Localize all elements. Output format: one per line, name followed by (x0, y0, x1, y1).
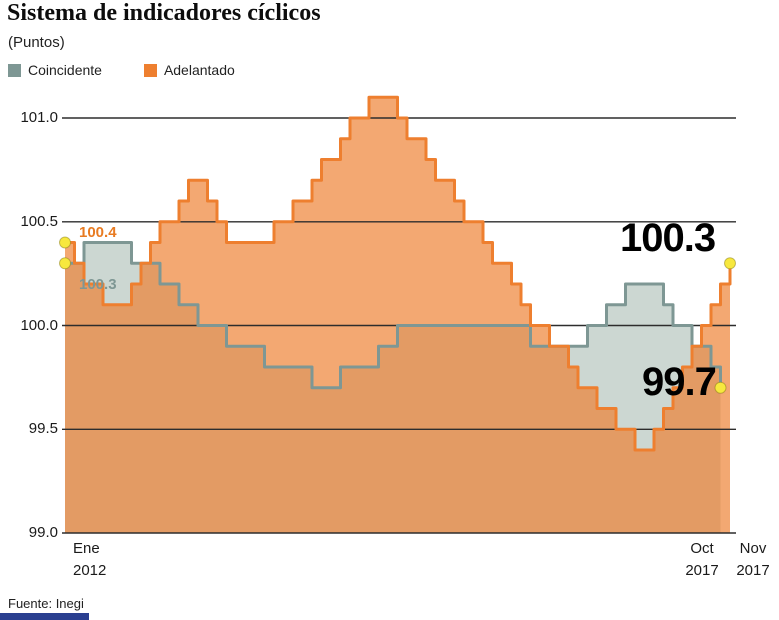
footer-brand-bar (0, 613, 89, 620)
x-label-year: 2017 (685, 562, 719, 579)
y-tick-99: 99.0 (28, 524, 58, 541)
y-tick-100: 100.0 (20, 317, 58, 334)
x-label-month: Nov (739, 540, 767, 557)
y-tick-99-5: 99.5 (28, 420, 58, 437)
legend-label-coincidente: Coincidente (28, 62, 102, 78)
y-tick-101: 101.0 (20, 109, 58, 126)
adelantado-line (65, 95, 732, 452)
endpoint-marker (59, 257, 71, 270)
x-label-oct-2017: Oct 2017 (678, 538, 726, 582)
annotation-start-coincidente: 100.3 (79, 276, 117, 293)
y-tick-100-5: 100.5 (20, 213, 58, 230)
source-credit: Fuente: Inegi (8, 596, 84, 611)
coincidente-swatch-icon (8, 63, 21, 77)
chart-subtitle: (Puntos) (8, 34, 65, 51)
legend-label-adelantado: Adelantado (163, 62, 235, 78)
chart-title: Sistema de indicadores cíclicos (7, 0, 321, 26)
coincidente-line (65, 241, 722, 390)
x-label-year: 2017 (736, 562, 770, 579)
legend-item-adelantado: Adelantado (143, 62, 235, 78)
endpoint-marker (714, 381, 727, 394)
endpoint-marker (724, 257, 736, 270)
adelantado-area (65, 97, 730, 534)
x-label-month: Oct (690, 540, 714, 557)
x-label-ene-2012: Ene 2012 (73, 538, 106, 582)
x-label-year: 2012 (73, 562, 107, 579)
adelantado-swatch-icon (143, 63, 157, 77)
x-label-month: Ene (73, 540, 100, 557)
annotation-end-adelantado: 100.3 (620, 216, 716, 260)
annotation-end-coincidente: 99.7 (642, 360, 717, 404)
coincidente-area (65, 242, 721, 533)
endpoint-marker (59, 236, 71, 249)
legend-item-coincidente: Coincidente (8, 62, 102, 78)
legend: Coincidente Adelantado (8, 62, 235, 78)
x-label-nov-2017: Nov 2017 (729, 538, 777, 582)
annotation-start-adelantado: 100.4 (79, 224, 117, 241)
